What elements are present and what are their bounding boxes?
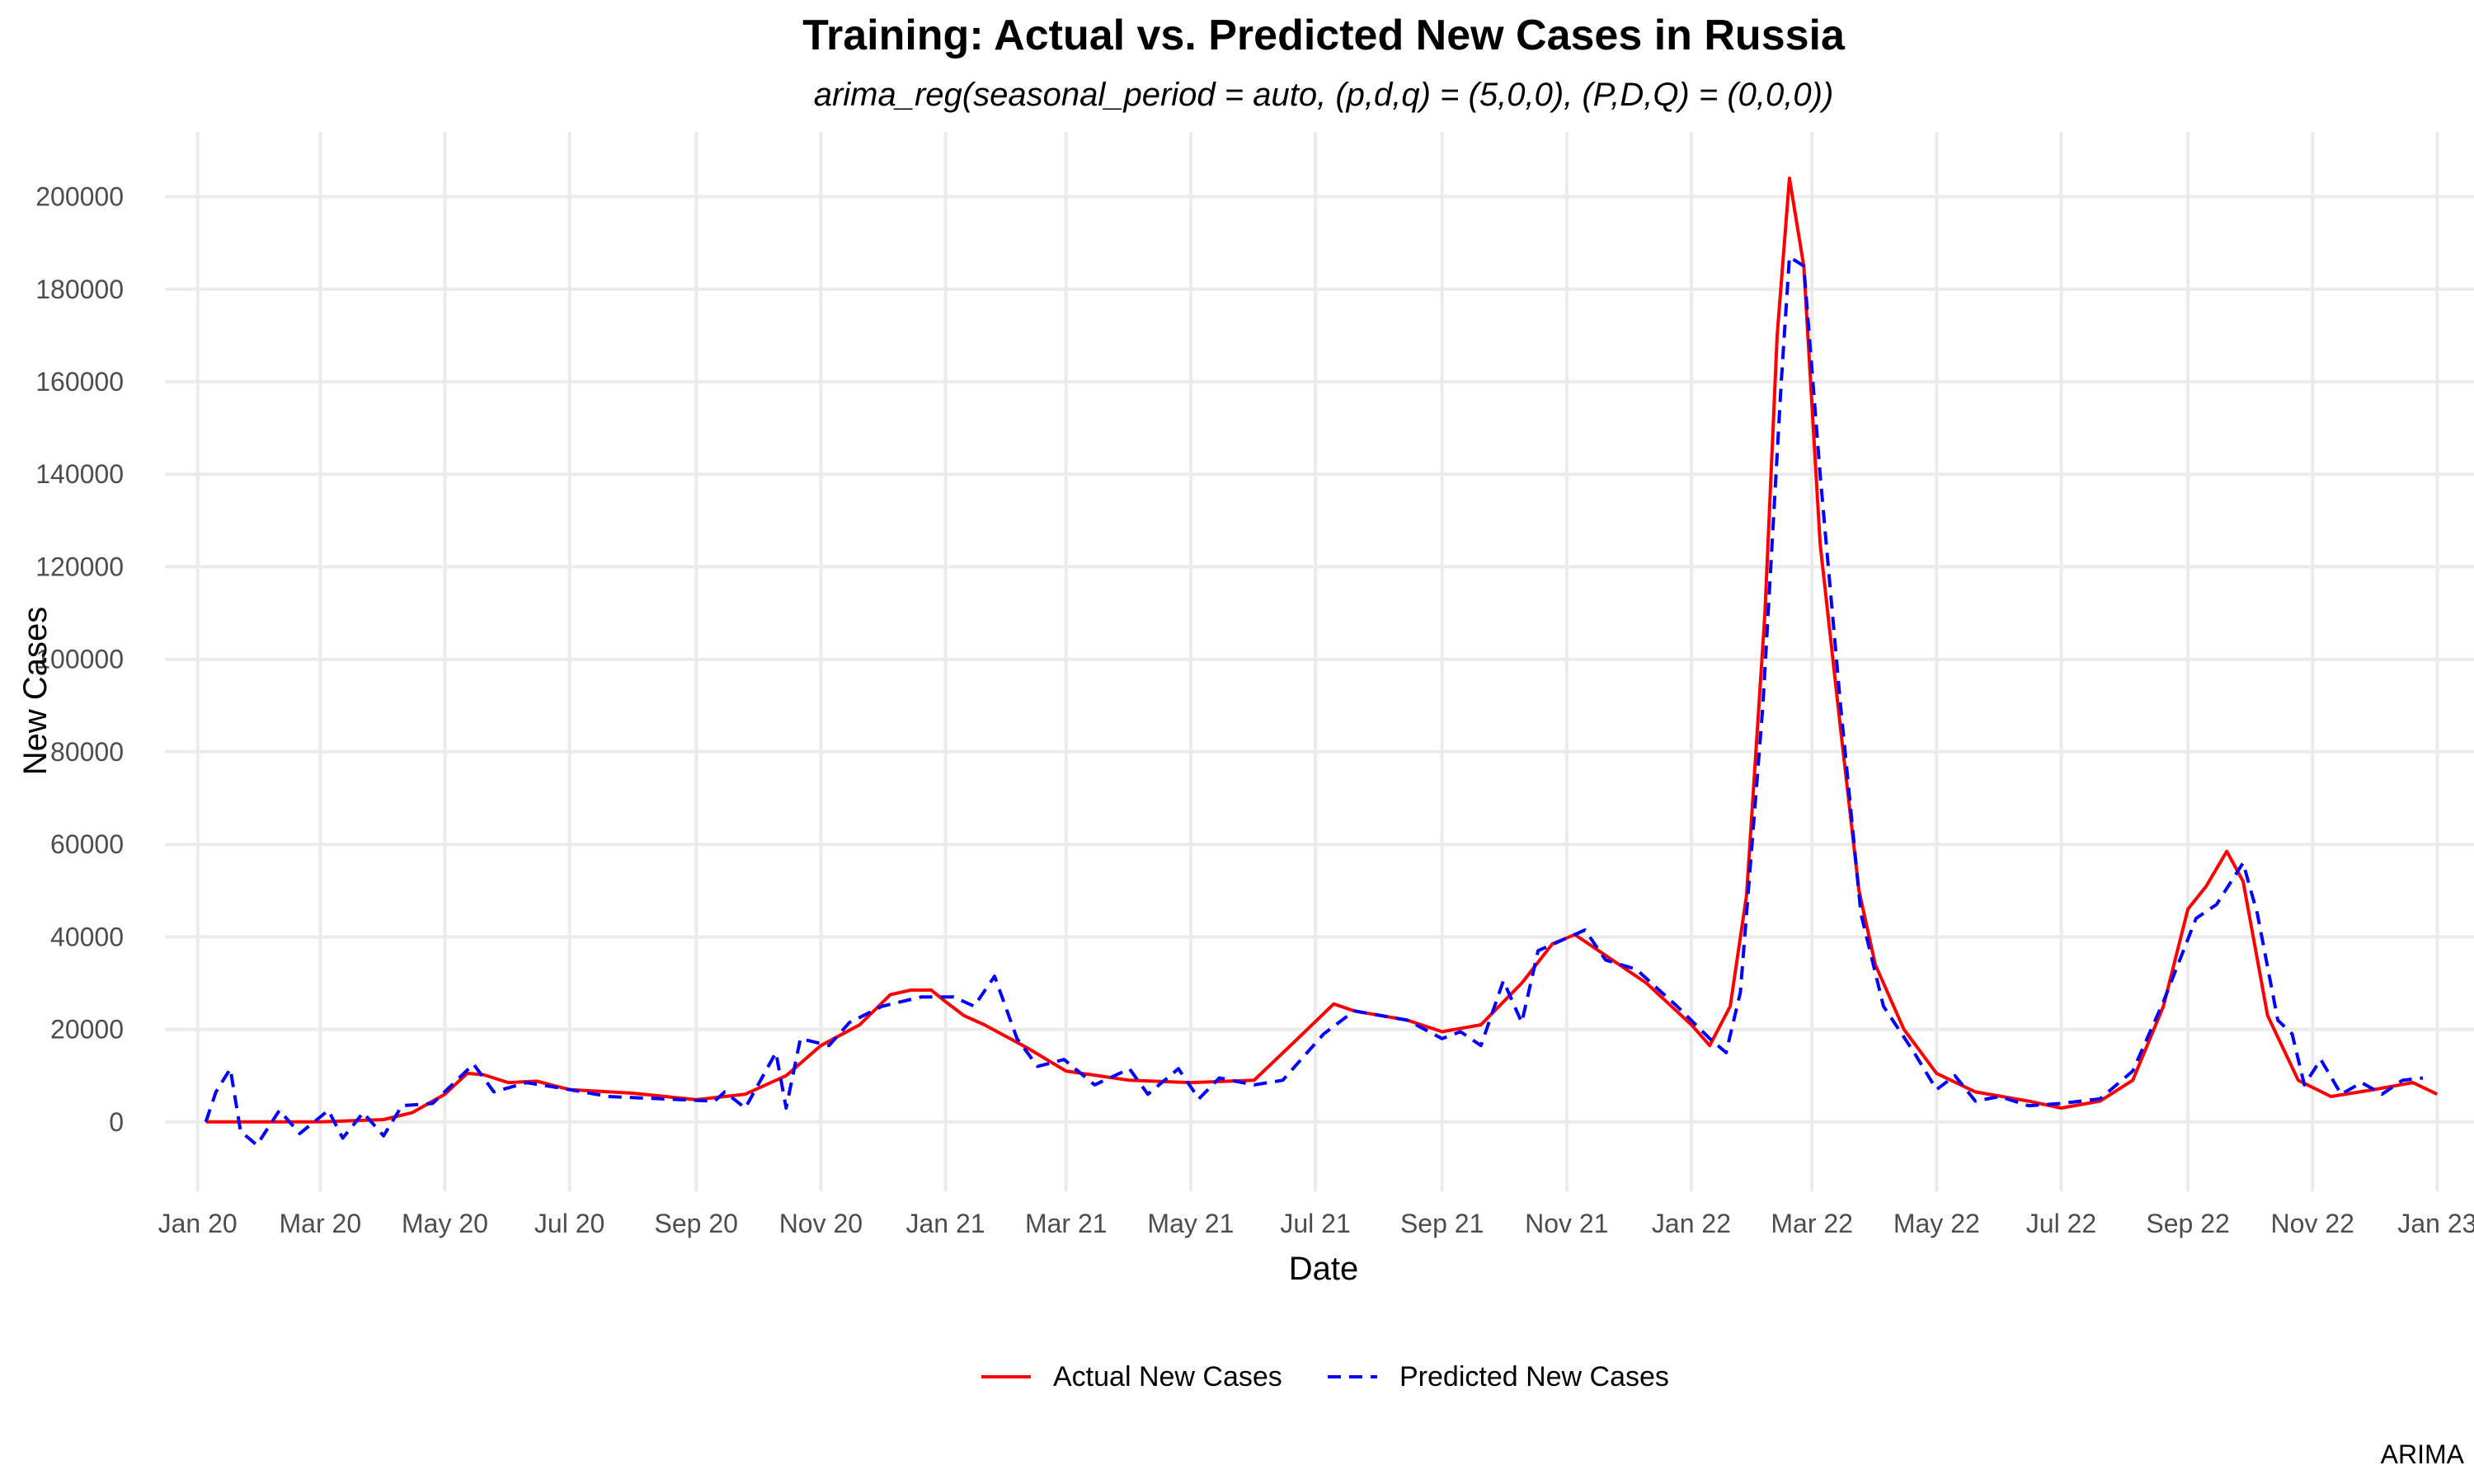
y-tick-label: 160000: [35, 367, 124, 397]
y-axis-ticks: 0 20000 40000 60000 80000 100000 120000 140000 1…: [35, 182, 124, 1137]
y-axis-title: New Cases: [17, 607, 54, 776]
chart-title: Training: Actual vs. Predicted New Cases…: [802, 12, 1846, 59]
x-tick-label: Sep 21: [1400, 1209, 1484, 1238]
x-tick-label: May 22: [1893, 1209, 1980, 1238]
chart-subtitle: arima_reg(seasonal_period = auto, (p,d,q…: [814, 77, 1834, 113]
x-tick-label: Jul 20: [534, 1209, 604, 1238]
y-tick-label: 20000: [50, 1015, 124, 1045]
x-tick-label: Jan 21: [906, 1209, 985, 1238]
series-line-predicted: [204, 255, 2424, 1147]
x-tick-label: May 21: [1147, 1209, 1234, 1238]
x-tick-label: Mar 20: [280, 1209, 362, 1238]
y-tick-label: 40000: [50, 922, 124, 951]
y-tick-label: 0: [109, 1107, 124, 1137]
x-tick-label: May 20: [402, 1209, 488, 1238]
y-tick-label: 140000: [35, 459, 124, 489]
x-tick-label: Mar 21: [1025, 1209, 1108, 1238]
y-tick-label: 200000: [35, 182, 124, 212]
x-tick-label: Nov 21: [1525, 1209, 1608, 1238]
legend-label: Predicted New Cases: [1399, 1361, 1669, 1392]
legend-label: Actual New Cases: [1053, 1361, 1282, 1392]
gridlines: [165, 132, 2474, 1191]
y-tick-label: 80000: [50, 737, 124, 767]
x-tick-label: Nov 20: [779, 1209, 863, 1238]
x-axis-ticks: Jan 20 Mar 20 May 20 Jul 20 Sep 20 Nov 20 Jan …: [158, 1209, 2474, 1238]
x-tick-label: Jan 23: [2397, 1209, 2474, 1238]
x-tick-label: Jan 20: [158, 1209, 238, 1238]
x-tick-label: Nov 22: [2271, 1209, 2354, 1238]
y-tick-label: 120000: [35, 552, 124, 581]
x-tick-label: Jan 22: [1652, 1209, 1731, 1238]
x-tick-label: Sep 22: [2146, 1209, 2229, 1238]
x-tick-label: Jul 22: [2026, 1209, 2096, 1238]
x-tick-label: Jul 21: [1280, 1209, 1350, 1238]
chart-caption: ARIMA: [2381, 1439, 2465, 1469]
y-tick-label: 100000: [35, 645, 124, 674]
x-axis-title: Date: [1289, 1251, 1359, 1287]
x-tick-label: Mar 22: [1771, 1209, 1853, 1238]
y-tick-label: 180000: [35, 275, 124, 304]
series-line-actual: [205, 176, 2439, 1124]
legend: Actual New Cases Predicted New Cases: [981, 1361, 1669, 1392]
x-tick-label: Sep 20: [655, 1209, 738, 1238]
plot-series: [204, 176, 2439, 1147]
y-tick-label: 60000: [50, 829, 124, 859]
